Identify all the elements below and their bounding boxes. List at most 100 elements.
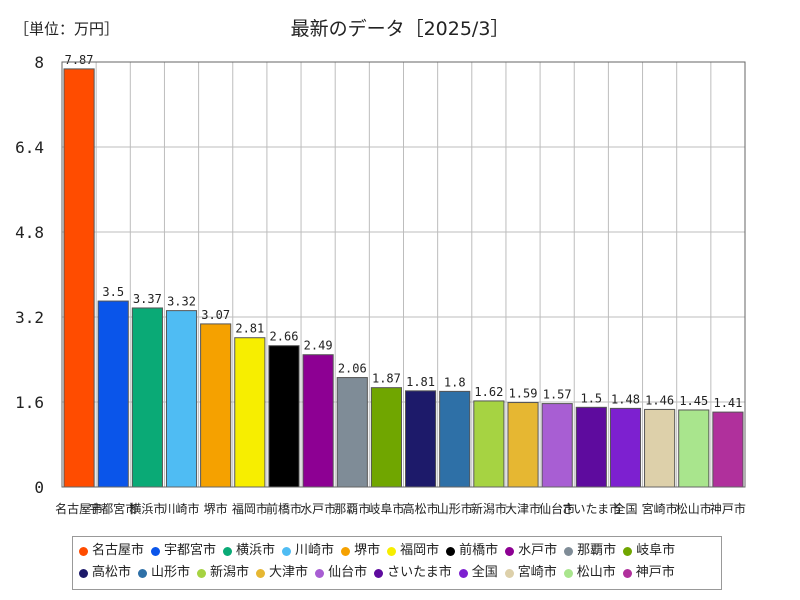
bar (712, 411, 744, 488)
category-label: 山形市 (437, 501, 473, 516)
legend-item: 新潟市 (197, 564, 249, 582)
legend-dot-icon (256, 568, 266, 578)
bar (234, 337, 266, 488)
legend-label: 岐阜市 (636, 543, 676, 558)
bar (336, 377, 368, 488)
legend-dot-icon (387, 546, 397, 556)
y-tick-label: 3.2 (15, 308, 44, 327)
category-label: 横浜市 (129, 501, 165, 516)
value-label: 7.87 (65, 53, 94, 67)
bar (131, 307, 163, 488)
legend-label: 仙台市 (328, 565, 368, 580)
legend-item: 福岡市 (387, 542, 439, 560)
y-tick-label: 6.4 (15, 138, 44, 157)
legend-dot-icon (197, 568, 207, 578)
bar (439, 390, 471, 488)
value-label: 1.46 (645, 393, 674, 407)
legend-item: 宮崎市 (504, 564, 557, 582)
legend-label: 宇都宮市 (164, 543, 217, 558)
category-label: 前橋市 (266, 501, 302, 516)
value-label: 1.41 (713, 396, 742, 410)
legend-item: 那覇市 (564, 542, 616, 560)
value-label: 1.87 (372, 372, 401, 386)
legend-item: さいたま市 (374, 564, 452, 582)
y-tick-label: 0 (34, 478, 44, 497)
legend-item: 山形市 (138, 564, 190, 582)
category-label: 宮崎市 (642, 501, 678, 516)
bar (63, 68, 95, 488)
legend-label: 宮崎市 (517, 565, 557, 580)
category-label: 新潟市 (471, 501, 507, 516)
bar (678, 409, 710, 488)
category-label: 高松市 (403, 501, 439, 516)
legend-label: 高松市 (92, 565, 132, 580)
legend-label: 福岡市 (400, 543, 440, 558)
bar (165, 310, 198, 488)
legend-dot-icon (505, 546, 515, 556)
category-label: 岐阜市 (368, 501, 404, 516)
legend-label: 新潟市 (210, 565, 250, 580)
category-label: 仙台市 (539, 501, 575, 516)
legend-label: 全国 (471, 565, 498, 580)
legend-item: 名古屋市 (79, 542, 144, 560)
value-label: 1.45 (679, 394, 708, 408)
legend-dot-icon (622, 568, 632, 578)
legend-item: 松山市 (563, 564, 616, 582)
category-label: 神戸市 (710, 501, 746, 516)
legend-dot-icon (341, 546, 351, 556)
category-label: 全国 (613, 501, 637, 516)
legend-item: 仙台市 (315, 564, 367, 582)
legend-item: 神戸市 (622, 564, 675, 582)
value-label: 2.81 (235, 322, 264, 336)
legend-dot-icon (563, 568, 573, 578)
bar (473, 400, 505, 488)
legend-item: 横浜市 (223, 542, 275, 560)
value-label: 1.8 (444, 375, 466, 389)
legend-label: 前橋市 (459, 543, 499, 558)
legend-item: 前橋市 (446, 542, 498, 560)
legend-label: さいたま市 (387, 565, 452, 580)
legend-label: 横浜市 (236, 543, 276, 558)
bar (268, 345, 300, 488)
value-label: 3.5 (102, 285, 124, 299)
chart-title: 最新のデータ［2025/3］ (290, 18, 510, 40)
legend-dot-icon (79, 546, 88, 556)
legend-label: 神戸市 (635, 565, 675, 580)
bar (200, 323, 232, 488)
value-label: 1.5 (580, 391, 602, 405)
value-label: 1.59 (509, 387, 538, 401)
value-label: 3.07 (201, 308, 230, 322)
legend-dot-icon (315, 568, 325, 578)
bar (609, 407, 642, 488)
value-label: 2.49 (304, 339, 333, 353)
value-label: 1.62 (474, 385, 503, 399)
legend-label: 水戸市 (518, 543, 558, 558)
legend-dot-icon (504, 568, 514, 578)
bar (405, 390, 437, 488)
legend-label: 那覇市 (577, 543, 617, 558)
unit-label: ［単位：万円］ (14, 20, 120, 38)
legend-label: 松山市 (576, 565, 616, 580)
value-label: 2.66 (270, 330, 299, 344)
legend-label: 川崎市 (295, 543, 335, 558)
category-label: 名古屋市 (55, 501, 103, 516)
legend-dot-icon (138, 568, 148, 578)
legend-dot-icon (446, 546, 456, 556)
value-label: 1.48 (611, 392, 640, 406)
legend-dot-icon (458, 568, 468, 578)
category-label: 堺市 (204, 501, 228, 516)
bar (507, 402, 539, 488)
bar (302, 354, 334, 488)
value-label: 1.81 (406, 375, 435, 389)
bar (97, 300, 129, 488)
legend-item: 大津市 (256, 564, 308, 582)
value-label: 3.32 (167, 295, 196, 309)
legend-dot-icon (282, 546, 292, 556)
legend-dot-icon (151, 546, 161, 556)
y-tick-label: 1.6 (15, 393, 44, 412)
bar (644, 408, 676, 488)
category-label: 大津市 (505, 501, 541, 516)
legend-item: 岐阜市 (623, 542, 675, 560)
category-label: 水戸市 (300, 501, 336, 516)
